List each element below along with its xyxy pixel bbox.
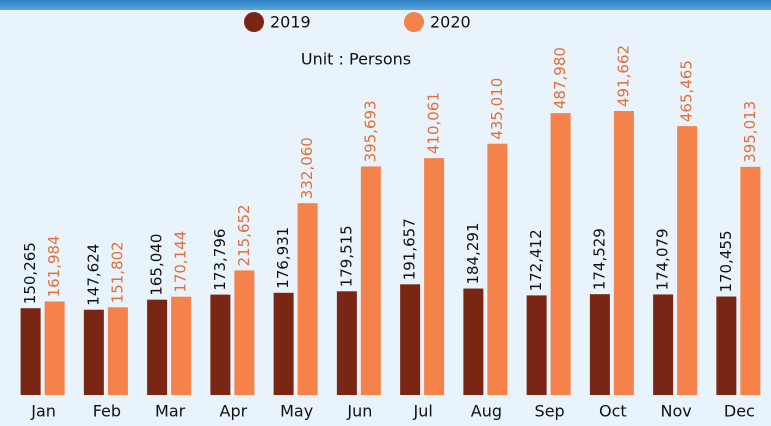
header-bar [0,0,771,10]
value-label: 491,662 [614,45,632,107]
bar [83,309,104,395]
bar [297,203,318,395]
value-label: 151,802 [108,241,126,303]
bar [613,111,634,395]
value-label: 184,291 [464,223,482,285]
bar [107,307,128,395]
value-label: 487,980 [551,47,569,109]
value-label: 172,412 [527,229,545,291]
value-label: 179,515 [337,225,355,287]
bar [424,158,445,395]
value-label: 395,013 [741,101,759,163]
x-tick-label: Mar [155,402,186,421]
value-label: 170,455 [717,231,735,293]
x-tick-label: Feb [93,402,121,421]
bar [147,299,168,395]
x-tick-label: Sep [535,402,565,421]
legend-swatch [244,12,264,32]
bar [20,308,41,395]
x-tick-label: Apr [220,402,248,421]
legend-swatch [404,12,424,32]
bar [336,291,357,395]
x-tick-label: May [280,402,313,421]
bar [234,270,255,395]
unit-label: Unit : Persons [301,50,411,69]
x-tick-label: Nov [661,402,692,421]
value-label: 215,652 [235,204,253,266]
bar [589,294,610,395]
bar [400,284,421,395]
value-label: 332,060 [298,137,316,199]
value-label: 173,796 [211,229,229,291]
value-label: 161,984 [45,235,63,297]
bar [210,294,231,395]
bar [487,143,508,395]
value-label: 395,693 [361,100,379,162]
bar [360,166,381,395]
value-label: 465,465 [678,60,696,122]
bar [550,113,571,396]
bar [273,292,294,395]
x-tick-label: Jan [30,402,56,421]
bar [653,294,674,395]
value-label: 174,529 [590,228,608,290]
x-tick-label: Jul [412,402,432,421]
value-label: 410,061 [425,92,443,154]
value-label: 170,144 [172,231,190,293]
bar [716,296,737,395]
value-label: 147,624 [84,244,102,306]
value-label: 150,265 [21,242,39,304]
value-label: 176,931 [274,227,292,289]
value-label: 435,010 [488,78,506,140]
legend-label: 2019 [270,13,311,32]
value-label: 191,657 [401,218,419,280]
value-label: 174,079 [654,228,672,290]
bar [171,296,192,395]
x-tick-label: Jun [346,402,372,421]
x-tick-label: Aug [471,402,502,421]
bar [526,295,547,395]
bar [463,288,484,395]
value-label: 165,040 [148,234,166,296]
bar [740,166,761,395]
legend-label: 2020 [430,13,471,32]
bar [44,301,65,395]
x-tick-label: Oct [599,402,627,421]
x-tick-label: Dec [724,402,755,421]
bar [677,126,698,396]
